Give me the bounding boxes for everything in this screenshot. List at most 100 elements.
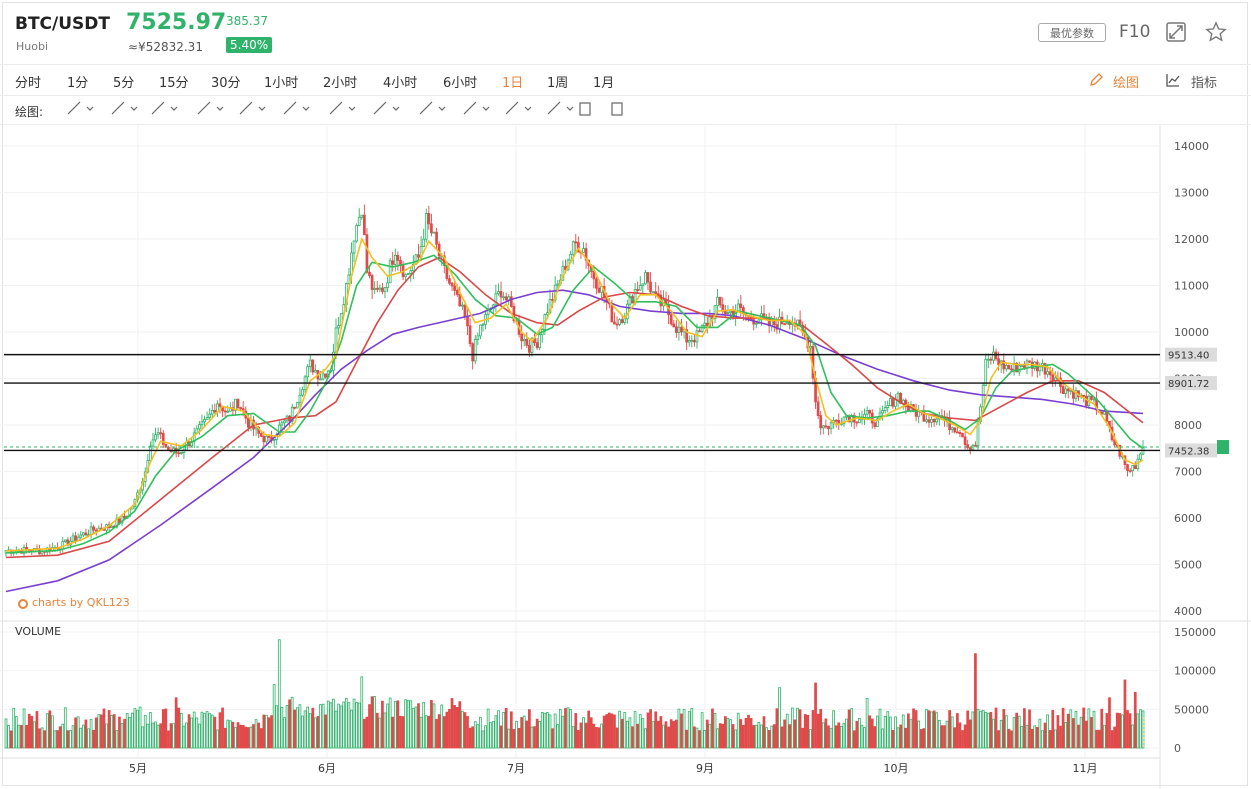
tool-line-icon [151, 101, 165, 115]
volume-bar [832, 710, 835, 749]
candle-body [306, 366, 310, 378]
volume-bar [249, 726, 253, 749]
volume-bar [306, 706, 310, 749]
volume-bar [435, 718, 438, 749]
volume-bar [976, 708, 980, 749]
volume-bar [966, 710, 970, 749]
period-tab[interactable]: 6小时 [443, 76, 478, 91]
candle-body [473, 339, 477, 362]
watermark: charts by QKL123 [18, 596, 130, 609]
cny-price: ≈¥52832.31 [128, 40, 203, 54]
volume-bar [476, 724, 480, 749]
volume-bar [528, 709, 531, 749]
volume-bar [118, 716, 121, 749]
period-tab[interactable]: 15分 [159, 76, 189, 91]
volume-bar [468, 727, 472, 749]
volume-bar [270, 715, 273, 749]
candle-body [966, 444, 970, 449]
volume-bar [198, 723, 201, 749]
volume-bar [458, 701, 462, 749]
optimal-params-button[interactable]: 最优参数 [1038, 23, 1106, 42]
volume-bar [821, 722, 825, 749]
volume-bar [785, 713, 789, 749]
candle-body [888, 398, 892, 406]
volume-bar [870, 718, 874, 749]
candle-body [198, 424, 201, 430]
period-tab[interactable]: 分时 [15, 76, 42, 91]
last-price: 7525.97 [126, 10, 227, 35]
period-tab[interactable]: 1分 [67, 76, 89, 91]
volume-bar [1105, 713, 1109, 749]
volume-bar [239, 724, 242, 749]
volume-bar [638, 714, 642, 749]
candle-body [522, 338, 526, 342]
candle-body [1064, 388, 1068, 394]
period-tab[interactable]: 1小时 [264, 76, 299, 91]
volume-bar [798, 709, 802, 749]
volume-bar [602, 715, 606, 749]
volume-bar [226, 719, 230, 749]
volume-bar [460, 710, 464, 749]
volume-bar [535, 718, 539, 749]
volume-bar [814, 682, 817, 749]
period-tab[interactable]: 5分 [113, 76, 135, 91]
period-tab[interactable]: 1周 [547, 76, 569, 91]
candle-body [74, 535, 77, 541]
period-tab[interactable]: 2小时 [323, 76, 358, 91]
volume-bar [896, 727, 900, 749]
drawing-tool-icon [419, 101, 446, 115]
volume-bar [839, 726, 843, 749]
candle-body [868, 410, 872, 414]
volume-bar [605, 714, 609, 749]
indicator-icon [1166, 74, 1180, 87]
drawing-tool-icons[interactable] [60, 96, 640, 124]
volume-bar [713, 713, 717, 749]
volume-bar [321, 703, 325, 749]
indicator-button[interactable]: 指标 [1191, 76, 1218, 91]
candle-body [716, 296, 719, 307]
volume-bar [347, 702, 351, 749]
volume-bar [231, 721, 235, 749]
f10-button[interactable]: F10 [1119, 22, 1151, 42]
candle-body [324, 373, 328, 378]
volume-bar [927, 710, 931, 749]
star-icon[interactable] [1205, 21, 1227, 43]
volume-bar [752, 725, 756, 749]
volume-bar [4, 718, 8, 749]
volume-bar [723, 716, 727, 749]
tool-line-icon [283, 101, 297, 115]
volume-bar [51, 715, 54, 749]
volume-bar [453, 705, 456, 749]
candlestick-chart[interactable]: 5月6月7月9月10月11月40005000600070008000900010… [0, 125, 1251, 789]
candle-body [1139, 453, 1142, 460]
period-tab-active[interactable]: 1日 [502, 76, 524, 91]
volume-bar [765, 727, 768, 749]
volume-bar [138, 706, 142, 749]
candle-body [432, 231, 436, 234]
volume-bar [793, 719, 797, 749]
volume-bar [1017, 715, 1021, 749]
volume-bar [105, 723, 108, 749]
period-tab[interactable]: 4小时 [383, 76, 418, 91]
candle-body [360, 214, 364, 218]
expand-icon[interactable] [1166, 22, 1186, 42]
period-tab[interactable]: 30分 [211, 76, 241, 91]
drawing-tool-icon [111, 101, 138, 115]
volume-bar [551, 728, 554, 749]
volume-bar [803, 714, 807, 749]
volume-bar [703, 730, 707, 749]
ma60-line [5, 289, 1144, 593]
candle-body [535, 342, 539, 349]
volume-bar [386, 703, 389, 749]
volume-bar [778, 687, 781, 749]
period-tab[interactable]: 1月 [593, 76, 615, 91]
volume-bar [876, 715, 879, 749]
draw-button[interactable]: 绘图 [1113, 76, 1140, 91]
volume-bar [659, 716, 663, 749]
volume-bar [203, 713, 206, 749]
candle-body [672, 323, 676, 328]
chevron-down-icon [170, 106, 178, 111]
candle-body [896, 392, 900, 401]
candle-body [430, 223, 433, 234]
volume-bar [626, 720, 629, 749]
